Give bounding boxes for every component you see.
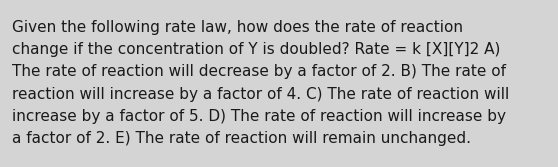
Text: Given the following rate law, how does the rate of reaction
change if the concen: Given the following rate law, how does t…: [12, 20, 509, 146]
